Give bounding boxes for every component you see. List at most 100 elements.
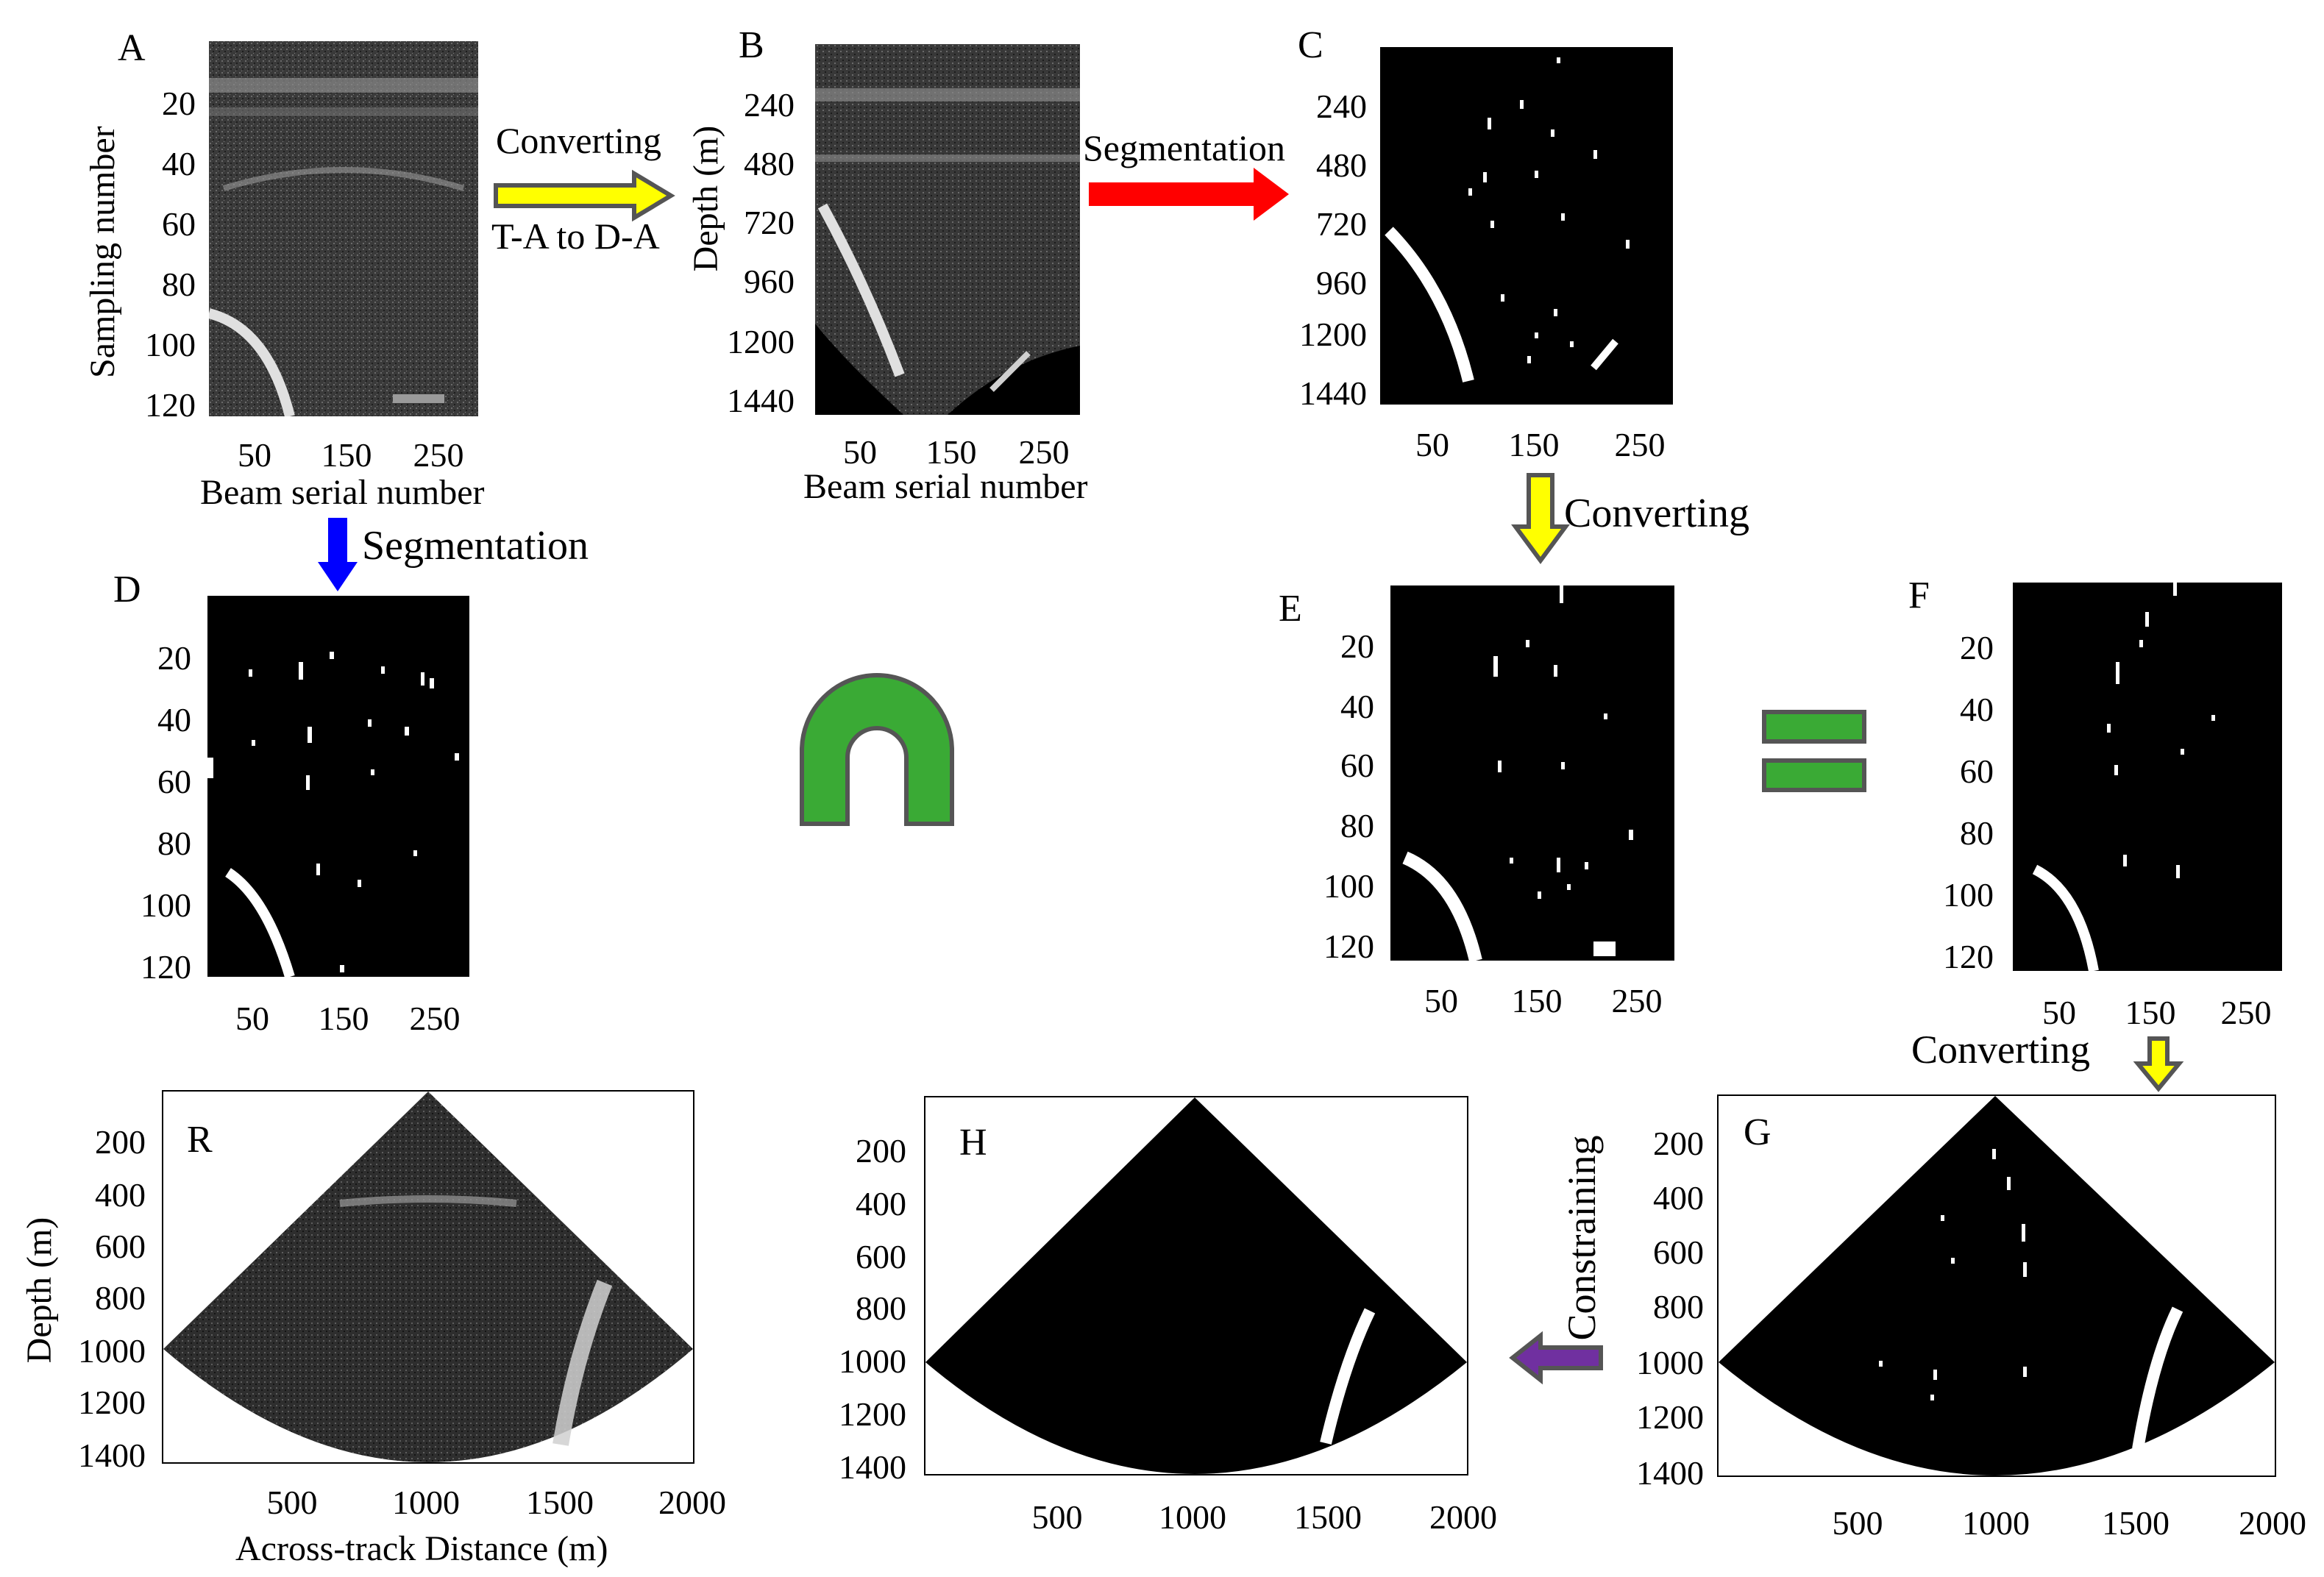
- panel-h-xtick: 2000: [1429, 1498, 1497, 1536]
- panel-b-ytick: 480: [744, 145, 795, 182]
- panel-a-xtick: 50: [238, 436, 271, 474]
- panel-a-xtick: 250: [413, 436, 464, 474]
- panel-d-ytick: 20: [157, 639, 191, 677]
- panel-f-xtick: 50: [2042, 994, 2076, 1031]
- panel-a-xlabel: Beam serial number: [200, 473, 485, 512]
- panel-d-ytick: 100: [141, 886, 191, 924]
- panel-d-ytick: 120: [141, 948, 191, 986]
- panel-e-ytick: 40: [1340, 688, 1374, 725]
- panel-a-letter: A: [118, 27, 146, 69]
- panel-c-ytick: 960: [1316, 264, 1367, 302]
- panel-r-ytick: 200: [95, 1123, 146, 1161]
- panel-f-ytick: 100: [1943, 876, 1994, 914]
- panel-f-binary-image: [2013, 583, 2282, 971]
- panel-h-xtick: 1000: [1159, 1498, 1226, 1536]
- panel-a-ytick: 80: [162, 266, 196, 303]
- panel-b-ytick: 720: [744, 204, 795, 241]
- panel-e-letter: E: [1279, 588, 1302, 630]
- panel-e-ytick: 20: [1340, 627, 1374, 665]
- panel-b-ytick: 960: [744, 263, 795, 300]
- panel-r-xtick: 2000: [658, 1484, 726, 1521]
- panel-d-ytick: 60: [157, 763, 191, 800]
- panel-f-ytick: 20: [1960, 629, 1994, 666]
- panel-g-xtick: 500: [1832, 1504, 1883, 1542]
- panel-r-ytick: 1000: [78, 1332, 146, 1370]
- panel-h-ytick: 600: [856, 1238, 906, 1275]
- panel-r-letter: R: [187, 1119, 213, 1161]
- panel-d-ytick: 80: [157, 825, 191, 862]
- panel-g-ytick: 1000: [1636, 1344, 1704, 1381]
- panel-r-ytick: 1400: [78, 1437, 146, 1474]
- panel-a-xtick: 150: [321, 436, 372, 474]
- panel-e-binary-image: [1390, 585, 1674, 961]
- panel-a-ytick: 60: [162, 205, 196, 243]
- panel-h-ytick: 1200: [839, 1395, 906, 1433]
- flow-label-segmentation-a-d: Segmentation: [362, 523, 589, 569]
- panel-h-ytick: 1400: [839, 1448, 906, 1486]
- panel-e-ytick: 60: [1340, 747, 1374, 784]
- panel-h-letter: H: [959, 1122, 987, 1164]
- panel-a-sonar-image: [209, 41, 478, 416]
- panel-e-ytick: 80: [1340, 807, 1374, 844]
- yellow-arrow-a-to-b: [494, 169, 675, 222]
- flow-label-converting-c-e: Converting: [1564, 491, 1749, 536]
- panel-b-ytick: 1440: [727, 382, 795, 419]
- panel-b-xlabel: Beam serial number: [803, 467, 1088, 506]
- panel-r-xtick: 1500: [526, 1484, 594, 1521]
- panel-d-xtick: 50: [235, 1000, 269, 1037]
- panel-b-ytick: 1200: [727, 323, 795, 360]
- panel-b-letter: B: [739, 24, 764, 66]
- panel-r-fan-image: R: [162, 1090, 694, 1464]
- panel-a-ytick: 20: [162, 85, 196, 122]
- panel-g-ytick: 400: [1653, 1179, 1704, 1217]
- panel-g-xtick: 1000: [1962, 1504, 2030, 1542]
- flow-label-converting-top: Converting: [496, 120, 661, 161]
- panel-g-fan-image: G: [1717, 1094, 2276, 1477]
- panel-r-xtick: 500: [266, 1484, 318, 1521]
- panel-g-xtick: 2000: [2239, 1504, 2306, 1542]
- panel-f-ytick: 80: [1960, 814, 1994, 852]
- panel-f-xtick: 150: [2125, 994, 2176, 1031]
- intersection-symbol: [800, 673, 954, 826]
- panel-a-ytick: 40: [162, 145, 196, 182]
- panel-b-xtick: 50: [843, 433, 877, 471]
- panel-h-ytick: 1000: [839, 1342, 906, 1380]
- panel-r-xlabel: Across-track Distance (m): [235, 1529, 608, 1568]
- panel-g-letter: G: [1744, 1111, 1772, 1153]
- panel-r-xtick: 1000: [392, 1484, 460, 1521]
- panel-r-ytick: 800: [95, 1279, 146, 1317]
- panel-h-xtick: 1500: [1294, 1498, 1362, 1536]
- panel-g-ytick: 600: [1653, 1234, 1704, 1271]
- panel-r-ytick: 400: [95, 1176, 146, 1214]
- panel-h-ytick: 800: [856, 1289, 906, 1327]
- panel-c-ytick: 1200: [1299, 316, 1367, 353]
- panel-f-ytick: 40: [1960, 691, 1994, 728]
- panel-f-ytick: 120: [1943, 938, 1994, 975]
- panel-b-xtick: 150: [925, 433, 977, 471]
- panel-h-ytick: 400: [856, 1185, 906, 1222]
- red-arrow-b-to-c: [1089, 168, 1289, 221]
- panel-e-xtick: 150: [1511, 982, 1563, 1019]
- panel-g-xtick: 1500: [2102, 1504, 2170, 1542]
- panel-d-binary-image: [207, 596, 469, 977]
- panel-h-ytick: 200: [856, 1132, 906, 1170]
- panel-c-ytick: 1440: [1299, 374, 1367, 412]
- panel-a-ytick: 100: [145, 326, 196, 363]
- panel-f-ytick: 60: [1960, 752, 1994, 790]
- blue-arrow-a-to-d: [318, 518, 358, 591]
- panel-e-xtick: 250: [1611, 982, 1663, 1019]
- panel-g-ytick: 200: [1653, 1125, 1704, 1162]
- panel-e-xtick: 50: [1424, 982, 1458, 1019]
- panel-c-xtick: 250: [1614, 426, 1666, 463]
- panel-b-xtick: 250: [1018, 433, 1070, 471]
- panel-a-ytick: 120: [145, 386, 196, 424]
- yellow-arrow-c-to-e: [1511, 473, 1570, 565]
- panel-b-sonar-image: [815, 44, 1080, 415]
- panel-c-ytick: 480: [1316, 146, 1367, 184]
- flow-label-ta-to-da: T-A to D-A: [491, 216, 660, 257]
- panel-g-ytick: 800: [1653, 1288, 1704, 1325]
- panel-r-ytick: 1200: [78, 1384, 146, 1421]
- panel-c-letter: C: [1298, 24, 1323, 66]
- panel-d-letter: D: [113, 569, 141, 610]
